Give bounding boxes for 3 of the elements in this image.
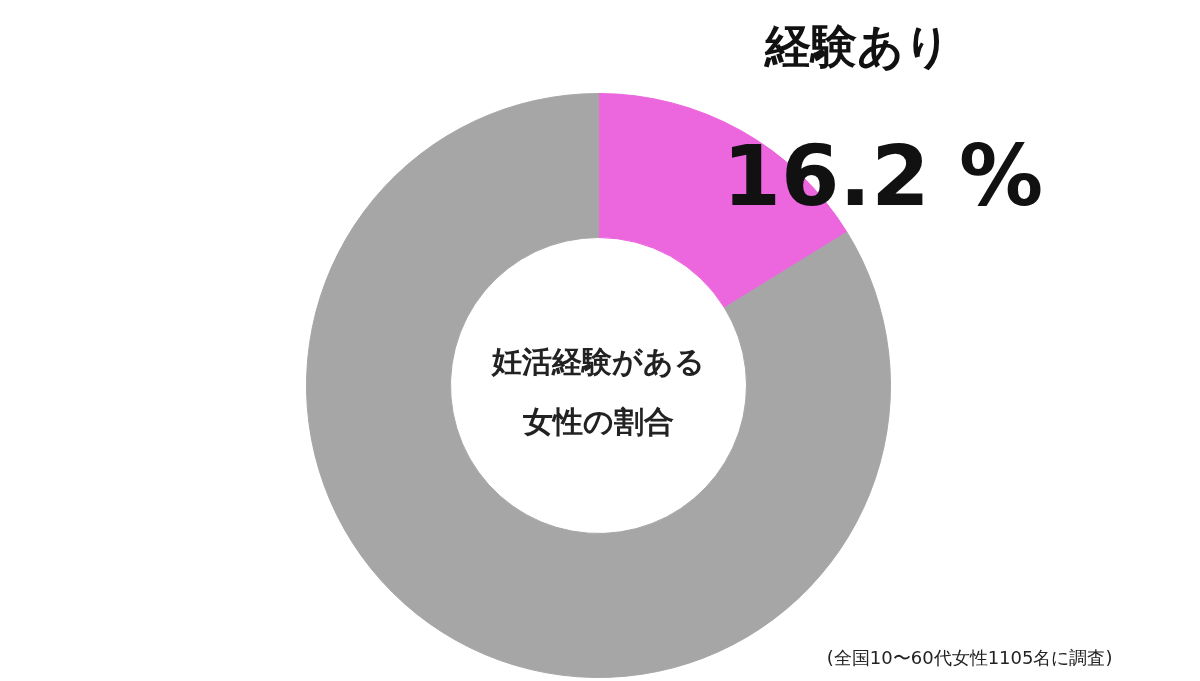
- slice-label: 経験あり: [762, 18, 951, 73]
- text: 妊活経験がある女性の割合: [491, 344, 705, 439]
- text: (全国10〜60代女性1105名に調査): [826, 647, 1113, 668]
